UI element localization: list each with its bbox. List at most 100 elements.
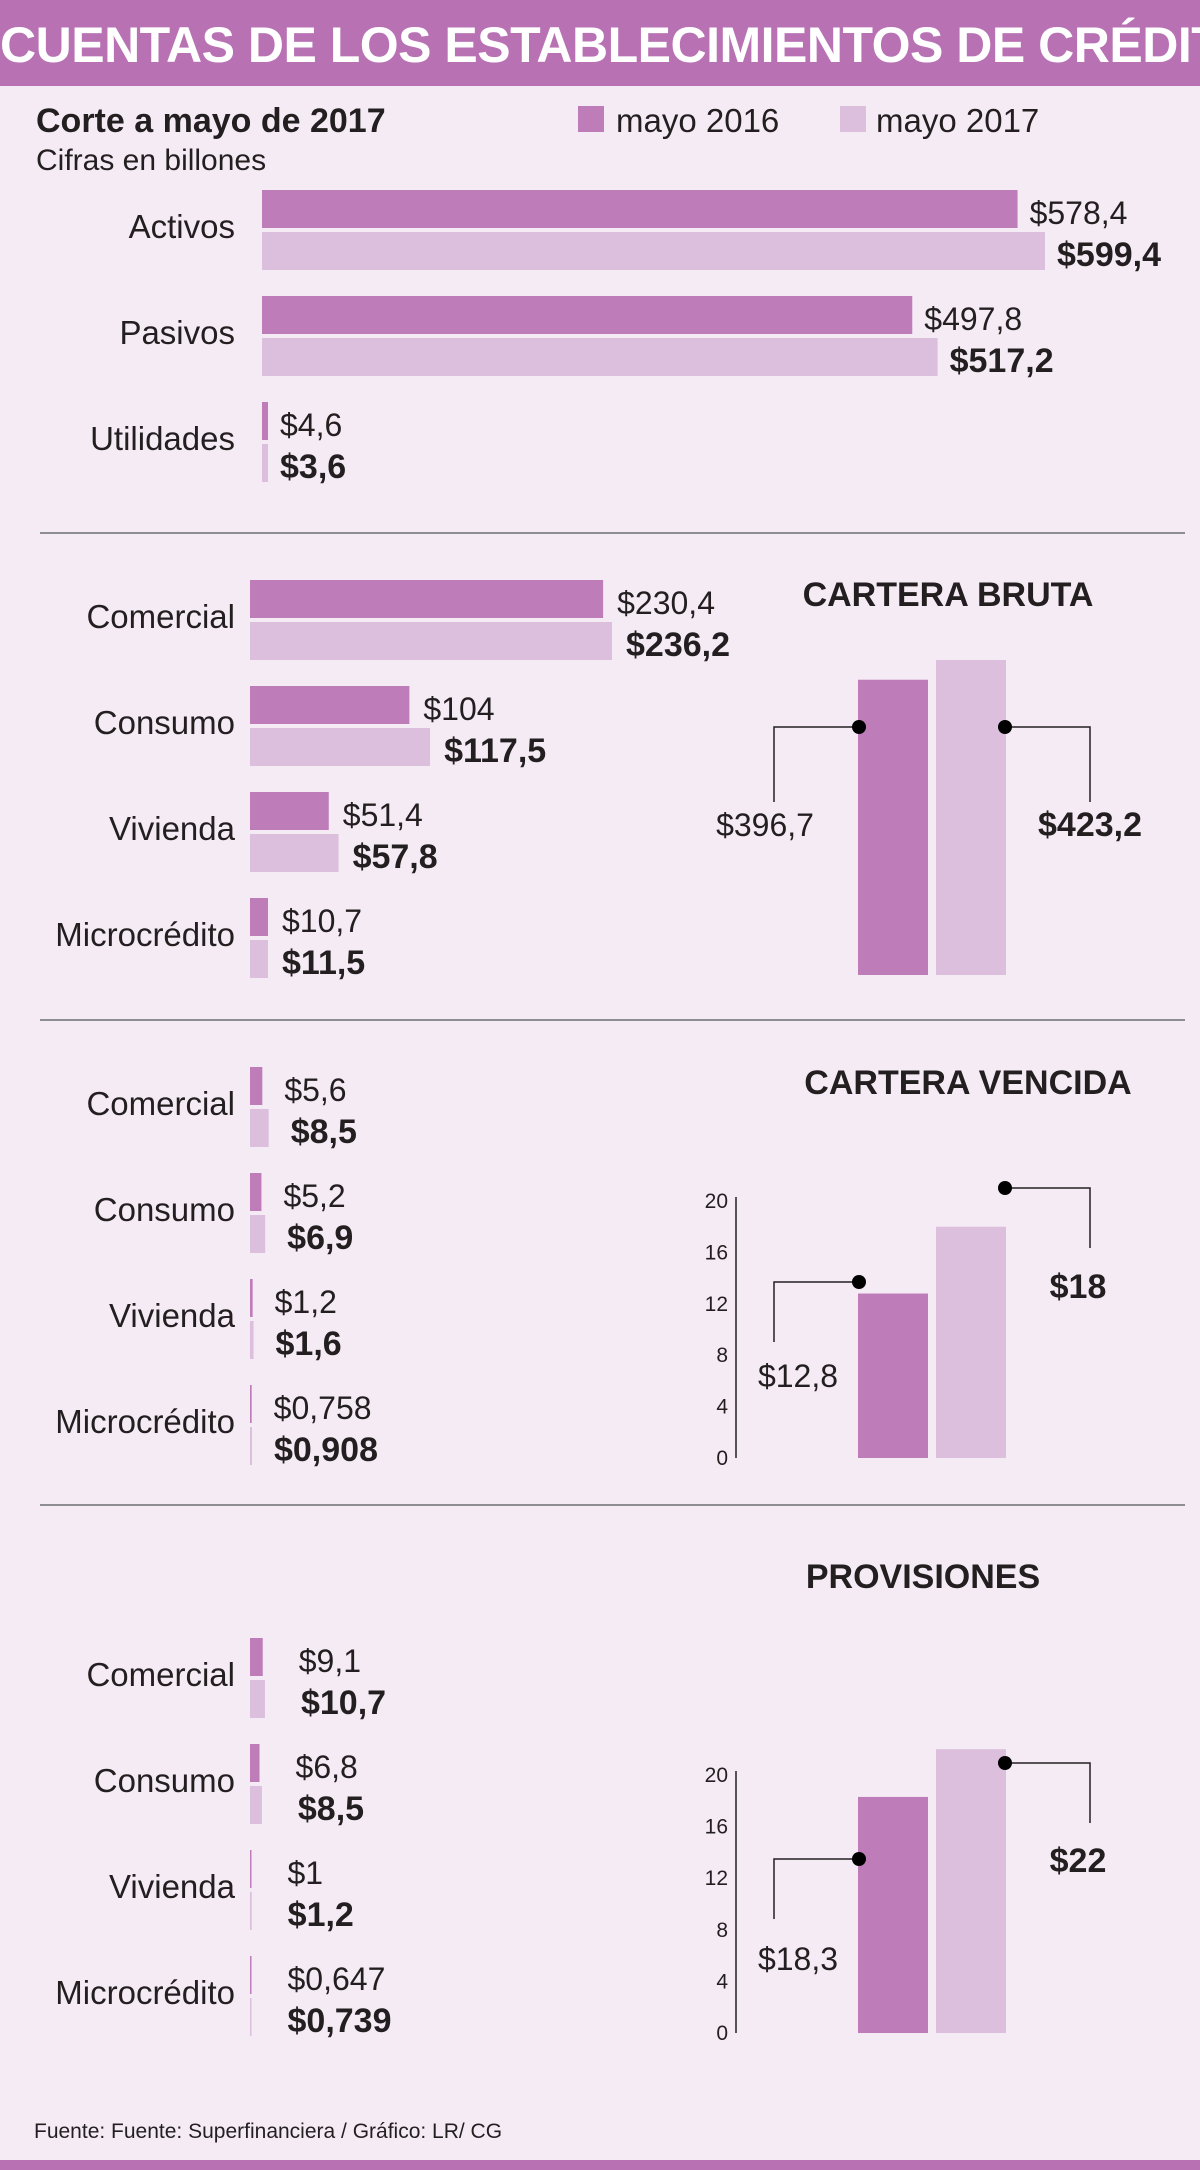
- callout-line: [773, 726, 859, 802]
- category-label-microcredito: Microcrédito: [55, 1403, 235, 1440]
- bar-vivienda-2017: [250, 834, 339, 872]
- category-label-activos: Activos: [129, 208, 235, 245]
- value-label-consumo-2016: $6,8: [296, 1749, 358, 1785]
- callout-line: [773, 1858, 859, 1919]
- bar-consumo-2016: [250, 686, 410, 724]
- value-label-provisiones-2016: $18,3: [758, 1941, 838, 1977]
- header-bar: [0, 0, 1200, 86]
- category-label-microcredito: Microcrédito: [55, 1974, 235, 2011]
- callout-marker: [998, 720, 1012, 734]
- bar-comercial-2017: [250, 622, 612, 660]
- category-label-consumo: Consumo: [94, 704, 235, 741]
- value-label-cartera-bruta-2017: $423,2: [1038, 806, 1142, 844]
- bar-activos-2016: [262, 190, 1018, 228]
- value-label-cartera-bruta-2016: $396,7: [716, 807, 814, 843]
- bar-comercial-2016: [250, 1067, 263, 1105]
- y-tick-label: 8: [716, 1344, 728, 1367]
- category-label-vivienda: Vivienda: [109, 1868, 236, 1905]
- footer-bar: [0, 2160, 1200, 2170]
- legend-label-2016: mayo 2016: [616, 102, 779, 139]
- cut-date: Corte a mayo de 2017: [36, 102, 386, 140]
- callout-marker: [852, 720, 866, 734]
- y-tick-label: 16: [705, 1241, 728, 1264]
- source-note: Fuente: Fuente: Superfinanciera / Gráfic…: [34, 2120, 503, 2143]
- value-label-vivienda-2016: $1: [288, 1855, 324, 1891]
- category-label-comercial: Comercial: [86, 1085, 235, 1122]
- legend-swatch-2017: [840, 106, 866, 132]
- value-label-microcredito-2017: $11,5: [282, 944, 365, 982]
- bar-pasivos-2016: [262, 296, 913, 334]
- bar-microcredito-2017: [250, 1427, 252, 1465]
- y-tick-label: 12: [705, 1867, 728, 1890]
- value-label-consumo-2016: $5,2: [283, 1178, 345, 1214]
- bar-microcredito-2017: [250, 1998, 252, 2036]
- y-tick-label: 0: [716, 1447, 728, 1470]
- bar-activos-2017: [262, 232, 1045, 270]
- y-tick-label: 20: [705, 1190, 728, 1213]
- charts-layer: Activos $578,4 $599,4 Pasivos $497,8 $517,2 Ut…: [55, 190, 1161, 2045]
- value-label-comercial-2017: $236,2: [626, 626, 730, 664]
- y-tick-label: 4: [716, 1396, 728, 1419]
- legend-label-2017: mayo 2017: [876, 102, 1039, 139]
- bar-vivienda-2016: [250, 1850, 252, 1888]
- category-label-comercial: Comercial: [86, 1656, 235, 1693]
- bar-pasivos-2017: [262, 338, 938, 376]
- category-label-consumo: Consumo: [94, 1191, 235, 1228]
- bar-vivienda-2017: [250, 1321, 254, 1359]
- value-label-cartera-vencida-2017: $18: [1050, 1268, 1107, 1306]
- units-note: Cifras en billones: [36, 144, 266, 177]
- value-label-microcredito-2016: $10,7: [282, 903, 362, 939]
- bar-vivienda-2016: [250, 1279, 253, 1317]
- bar-microcredito-2016: [250, 1385, 252, 1423]
- chart-title-cartera-bruta: CARTERA BRUTA: [803, 576, 1094, 614]
- chart-title-provisiones: PROVISIONES: [806, 1558, 1040, 1596]
- value-label-utilidades-2016: $4,6: [280, 407, 342, 443]
- value-label-provisiones-2017: $22: [1050, 1842, 1107, 1880]
- bar-vivienda-2016: [250, 792, 329, 830]
- bar-comercial-2017: [250, 1109, 269, 1147]
- category-label-microcredito: Microcrédito: [55, 916, 235, 953]
- y-tick-label: 0: [716, 2022, 728, 2045]
- category-label-pasivos: Pasivos: [119, 314, 235, 351]
- callout-line: [1005, 726, 1091, 802]
- callout-line: [1005, 1187, 1091, 1248]
- y-tick-label: 12: [705, 1293, 728, 1316]
- chart-title-cartera-vencida: CARTERA VENCIDA: [804, 1064, 1131, 1102]
- value-label-consumo-2017: $6,9: [287, 1219, 353, 1257]
- callout-marker: [852, 1275, 866, 1289]
- bar-comercial-2017: [250, 1680, 265, 1718]
- value-label-microcredito-2016: $0,647: [288, 1961, 386, 1997]
- page-title: CUENTAS DE LOS ESTABLECIMIENTOS DE CRÉDI…: [0, 17, 1200, 73]
- value-label-cartera-vencida-2016: $12,8: [758, 1358, 838, 1394]
- bar-consumo-2017: [250, 728, 431, 766]
- value-label-activos-2016: $578,4: [1030, 195, 1128, 231]
- value-label-consumo-2016: $104: [423, 691, 494, 727]
- value-label-vivienda-2017: $57,8: [353, 838, 438, 876]
- value-label-consumo-2017: $8,5: [298, 1790, 364, 1828]
- value-label-vivienda-2017: $1,2: [288, 1896, 354, 1934]
- y-tick-label: 8: [716, 1919, 728, 1942]
- value-label-comercial-2017: $10,7: [301, 1684, 386, 1722]
- value-label-activos-2017: $599,4: [1057, 236, 1161, 274]
- bar-utilidades-2016: [262, 402, 269, 440]
- bar-cartera-bruta-2016: [858, 679, 928, 975]
- value-label-comercial-2016: $5,6: [284, 1072, 346, 1108]
- value-label-pasivos-2017: $517,2: [950, 342, 1054, 380]
- callout-marker: [998, 1181, 1012, 1195]
- value-label-consumo-2017: $117,5: [444, 732, 546, 770]
- category-label-consumo: Consumo: [94, 1762, 235, 1799]
- bar-provisiones-2016: [858, 1796, 928, 2033]
- callout-line: [773, 1281, 859, 1342]
- bar-cartera-bruta-2017: [936, 660, 1006, 975]
- y-tick-label: 4: [716, 1970, 728, 1993]
- value-label-pasivos-2016: $497,8: [924, 301, 1022, 337]
- value-label-comercial-2017: $8,5: [291, 1113, 357, 1151]
- bar-utilidades-2017: [262, 444, 268, 482]
- category-label-vivienda: Vivienda: [109, 1297, 236, 1334]
- bar-microcredito-2016: [250, 898, 268, 936]
- bar-consumo-2017: [250, 1786, 262, 1824]
- y-tick-label: 16: [705, 1816, 728, 1839]
- bar-provisiones-2017: [936, 1749, 1006, 2033]
- bar-consumo-2016: [250, 1744, 260, 1782]
